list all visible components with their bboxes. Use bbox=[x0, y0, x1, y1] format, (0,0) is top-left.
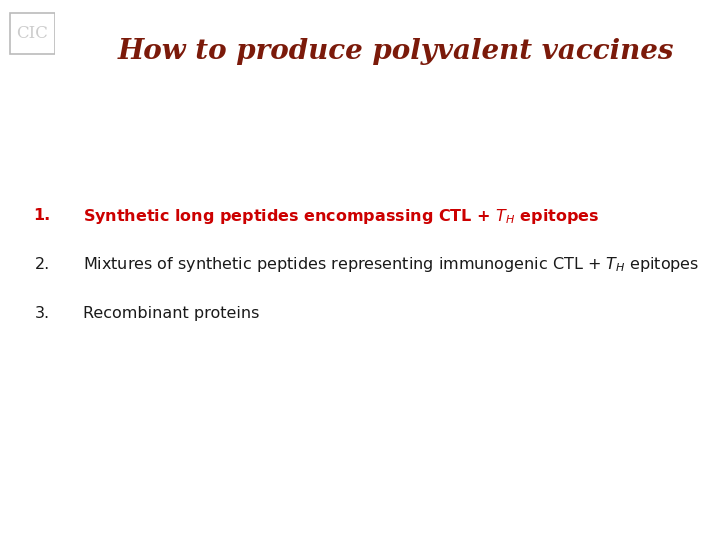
Text: Recombinant proteins: Recombinant proteins bbox=[83, 306, 259, 321]
Text: Mixtures of synthetic peptides representing immunogenic CTL + $T_H$ epitopes: Mixtures of synthetic peptides represent… bbox=[83, 255, 699, 274]
Text: How to produce polyvalent vaccines: How to produce polyvalent vaccines bbox=[118, 38, 674, 65]
Text: Synthetic long peptides encompassing CTL + $T_H$ epitopes: Synthetic long peptides encompassing CTL… bbox=[83, 206, 599, 226]
Text: CIC: CIC bbox=[16, 25, 48, 42]
FancyBboxPatch shape bbox=[9, 13, 55, 55]
Text: 2.: 2. bbox=[35, 257, 50, 272]
Text: 1.: 1. bbox=[33, 208, 50, 224]
Text: 3.: 3. bbox=[35, 306, 50, 321]
